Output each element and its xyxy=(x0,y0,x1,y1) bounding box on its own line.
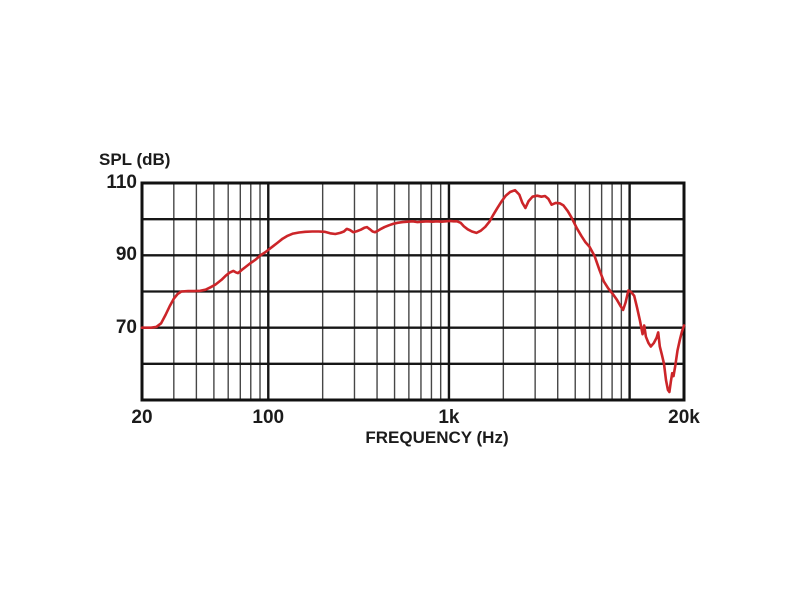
plot-frame xyxy=(140,181,686,402)
x-tick-label: 1k xyxy=(438,407,460,428)
response-curve xyxy=(140,188,686,394)
x-tick-label: 20 xyxy=(131,407,153,428)
y-tick-label: 90 xyxy=(115,244,137,266)
y-axis-title: SPL (dB) xyxy=(99,150,171,169)
y-tick-label: 110 xyxy=(106,172,137,193)
x-tick-label: 100 xyxy=(252,407,285,428)
y-tick-label: 70 xyxy=(115,316,137,338)
x-axis-title: FREQUENCY (Hz) xyxy=(365,428,509,447)
x-tick-label: 20k xyxy=(668,407,700,428)
